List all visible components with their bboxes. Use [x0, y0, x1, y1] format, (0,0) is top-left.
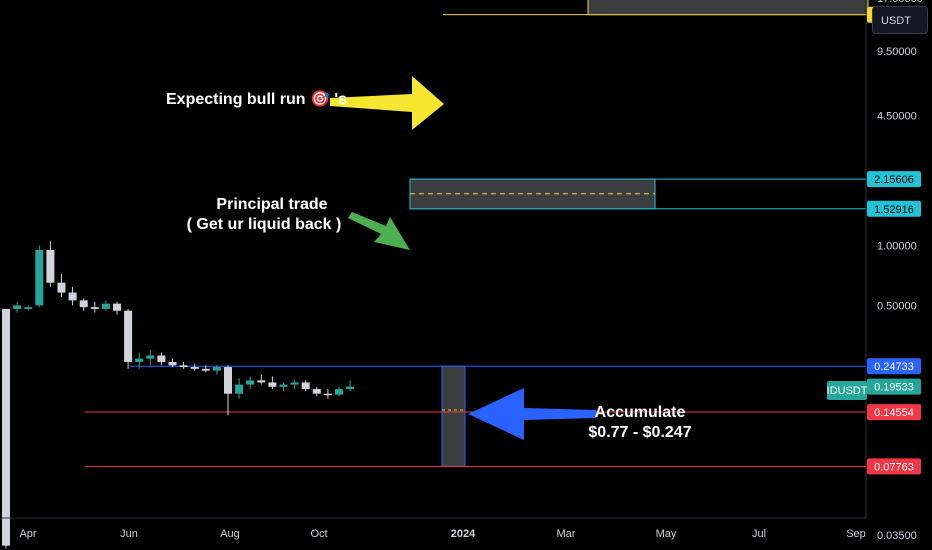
- accumulate-zone-box: [441, 365, 466, 467]
- candle-body: [157, 355, 166, 362]
- time-tick-label: May: [656, 528, 677, 540]
- currency-button[interactable]: USDT: [872, 6, 928, 34]
- candle-body: [301, 382, 310, 390]
- price-tick-label: 1.00000: [877, 241, 917, 253]
- annotation-accumulate-range: $0.77 - $0.247: [588, 424, 691, 441]
- annotation-bull-run: Expecting bull run 🎯 's: [166, 90, 347, 108]
- price-tick-label: 9.50000: [877, 46, 917, 58]
- candle-body: [57, 282, 66, 293]
- candle-body: [335, 389, 343, 395]
- candle-body: [257, 380, 266, 383]
- candle-body: [268, 382, 277, 387]
- price-tag-label: 0.24733: [874, 361, 914, 373]
- annotation-get-liquid-back: ( Get ur liquid back ): [187, 216, 342, 233]
- time-tick-label: Aug: [220, 528, 240, 540]
- candle-body: [290, 382, 299, 385]
- time-tick-label: 2024: [451, 528, 476, 540]
- price-tag-bg: [867, 404, 921, 421]
- time-tick-label: Apr: [19, 528, 36, 540]
- green-arrow: [348, 212, 410, 250]
- price-tag-bg: [867, 458, 921, 475]
- candle-body: [179, 365, 188, 368]
- price-tick-label: 4.50000: [877, 111, 917, 123]
- time-tick-label: Oct: [310, 528, 327, 540]
- candle-body: [212, 367, 221, 371]
- candle-body: [101, 303, 110, 309]
- candle-body: [235, 384, 244, 394]
- price-tag-bg: [867, 358, 921, 375]
- candle-body: [168, 361, 177, 366]
- candle-body: [279, 384, 288, 387]
- symbol-label-text: IDUSDT: [827, 385, 868, 397]
- price-tag-bg: [867, 200, 921, 217]
- price-tag-label: 0.07763: [874, 461, 914, 473]
- symbol-label: IDUSDT: [827, 381, 868, 400]
- candles-layer: [2, 241, 355, 549]
- annotations-layer: Expecting bull run 🎯 's Principal trade …: [166, 90, 692, 441]
- candle-body: [13, 305, 22, 309]
- price-tag-label: 2.15606: [874, 174, 914, 186]
- candle-body: [224, 367, 232, 394]
- annotation-accumulate: Accumulate: [595, 404, 686, 421]
- candle-body: [346, 386, 355, 390]
- candle-body: [124, 310, 133, 362]
- candle-body: [79, 300, 88, 308]
- price-tick-label: 17.50000: [877, 0, 923, 5]
- bull-zone-box: [587, 0, 869, 16]
- candle-body: [146, 355, 155, 359]
- annotation-principal-trade: Principal trade: [216, 196, 327, 213]
- candle-body: [24, 307, 33, 309]
- price-tag-bg: [867, 378, 921, 395]
- price-tag-label: 0.19533: [874, 382, 914, 394]
- time-tick-label: Jun: [120, 528, 138, 540]
- candle-body: [190, 367, 199, 369]
- candle-body: [35, 249, 44, 306]
- candle-body: [2, 308, 10, 546]
- candle-body: [46, 249, 55, 283]
- price-tick-label: 0.03500: [877, 530, 917, 542]
- time-tick-label: Mar: [557, 528, 576, 540]
- yellow-arrow: [330, 76, 444, 130]
- candle-body: [68, 292, 77, 301]
- symbol-label-bg: [827, 381, 867, 400]
- price-axis[interactable]: 70.0000035.0000017.500009.500004.500001.…: [877, 0, 923, 542]
- candle-body: [135, 358, 144, 362]
- candle-body: [246, 380, 255, 385]
- blue-arrow: [468, 388, 596, 440]
- zones-layer: [130, 0, 869, 467]
- candle-body: [312, 389, 321, 394]
- price-tag-label: 0.14554: [874, 407, 914, 419]
- candle-body: [113, 303, 121, 311]
- arrows-layer: [330, 76, 596, 440]
- price-tag-label: 1.52916: [874, 204, 914, 216]
- candle-body: [201, 368, 210, 371]
- time-tick-label: Sep: [846, 528, 866, 540]
- candle-body: [323, 393, 332, 396]
- price-tag-bg: [867, 171, 921, 188]
- price-tick-label: 0.50000: [877, 300, 917, 312]
- candle-body: [90, 307, 99, 309]
- time-axis[interactable]: Apr Jun Aug Oct 2024 Mar May Jul Sep: [19, 528, 865, 540]
- time-tick-label: Jul: [752, 528, 766, 540]
